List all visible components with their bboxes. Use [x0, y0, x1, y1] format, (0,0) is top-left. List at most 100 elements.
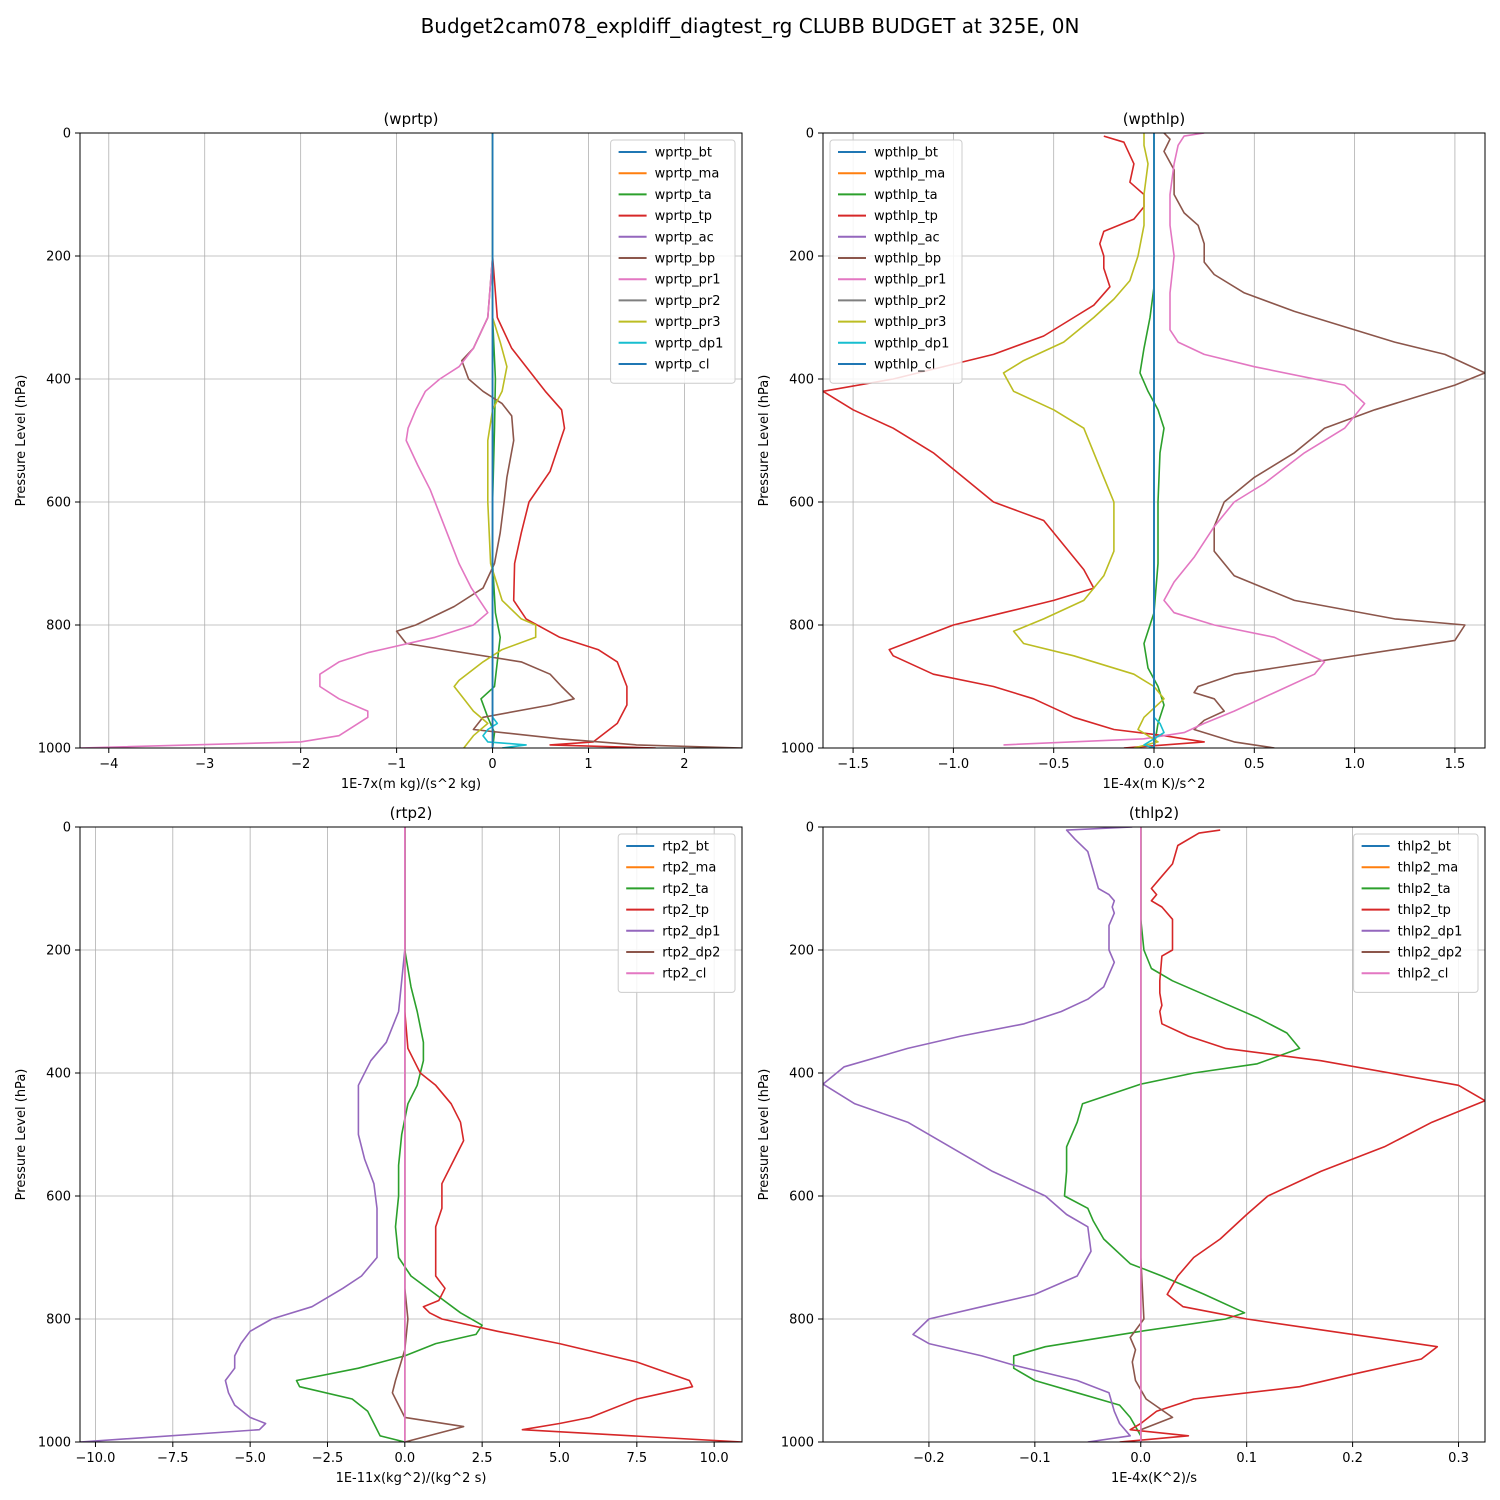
x-tick-label: 0.0	[1130, 1451, 1151, 1466]
y-tick-label: 400	[46, 373, 71, 388]
series-group	[823, 827, 1485, 1442]
legend-label: wpthlp_pr2	[874, 294, 946, 309]
series-line-rtp2_tp	[403, 827, 742, 1442]
y-tick-label: 600	[46, 496, 71, 511]
legend-label: thlp2_ta	[1398, 882, 1451, 897]
plot-frame	[79, 826, 743, 1443]
legend-label: wprtp_ta	[655, 188, 712, 203]
x-tick-label: 0.3	[1448, 1451, 1469, 1466]
x-tick-label: −7.5	[157, 1451, 189, 1466]
plot-frame	[822, 826, 1486, 1443]
x-tick-label: −1.5	[837, 757, 869, 772]
x-tick-label: 7.5	[626, 1451, 647, 1466]
legend-label: rtp2_ma	[662, 861, 716, 876]
legend-label: thlp2_bt	[1398, 840, 1451, 855]
y-tick-label: 600	[789, 1190, 814, 1205]
series-group	[80, 133, 742, 748]
series-group	[80, 827, 742, 1442]
x-tick-label: −2.5	[312, 1451, 344, 1466]
y-tick-label: 1000	[38, 1436, 71, 1451]
subplot-title: (wpthlp)	[1123, 110, 1186, 128]
x-tick-label: 1.0	[1344, 757, 1365, 772]
series-line-rtp2_dp2	[391, 827, 465, 1442]
series-group	[823, 133, 1485, 748]
subplot-2: −10.0 −7.5 −5.0 −2.5 0.0 2.5 5.0 7.5 10.0 0 200 400…	[14, 804, 743, 1486]
series-line-wprtp_pr1	[80, 133, 494, 748]
legend: wpthlp_bt wpthlp_ma wpthlp_ta wpthlp_tpwpth…	[829, 139, 963, 384]
x-tick-label: 0	[488, 757, 496, 772]
y-axis-label: Pressure Level (hPa)	[14, 1069, 29, 1201]
series-line-rtp2_ta	[295, 827, 483, 1442]
legend: rtp2_bt rtp2_ma rtp2_ta rtp2_tp rtp2_dp1 rtp2…	[617, 833, 736, 993]
y-tick-label: 200	[789, 250, 814, 265]
legend-label: wpthlp_ma	[874, 167, 945, 182]
y-tick-label: 0	[63, 127, 71, 142]
legend-label: rtp2_bt	[662, 840, 709, 855]
x-axis-label: 1E-7x(m kg)/(s^2 kg)	[341, 777, 481, 792]
x-tick-label: 0.2	[1342, 1451, 1363, 1466]
legend: wprtp_bt wprtp_ma wprtp_ta wprtp_tp wprtp_ac…	[610, 139, 736, 384]
y-tick-label: 600	[46, 1190, 71, 1205]
y-tick-label: 200	[46, 944, 71, 959]
x-tick-label: −5.0	[234, 1451, 266, 1466]
series-line-wpthlp_tp	[823, 135, 1205, 748]
x-tick-label: 1	[584, 757, 592, 772]
legend-label: thlp2_tp	[1398, 903, 1451, 918]
x-tick-label: 0.0	[1144, 757, 1165, 772]
subplot-title: (wprtp)	[383, 110, 438, 128]
figure-title: Budget2cam078_expldiff_diagtest_rg CLUBB…	[420, 14, 1080, 38]
y-tick-label: 400	[789, 373, 814, 388]
legend-label: thlp2_ma	[1398, 861, 1459, 876]
legend-label: wpthlp_ac	[874, 230, 940, 245]
legend-label: wprtp_tp	[655, 209, 712, 224]
legend-label: wpthlp_pr1	[874, 273, 946, 288]
y-tick-label: 400	[789, 1067, 814, 1082]
series-line-rtp2_dp1	[80, 827, 406, 1442]
legend-label: wpthlp_bt	[874, 146, 938, 161]
series-line-thlp2_tp	[1119, 829, 1485, 1442]
legend-label: wprtp_ac	[655, 230, 714, 245]
series-line-thlp2_dp2	[1129, 827, 1174, 1442]
x-tick-label: −0.5	[1038, 757, 1070, 772]
legend-label: rtp2_dp2	[662, 946, 720, 961]
legend-label: wpthlp_pr3	[874, 315, 946, 330]
x-tick-label: 0.5	[1244, 757, 1265, 772]
series-line-wprtp_bp	[395, 133, 742, 748]
series-line-wpthlp_ta	[1139, 133, 1165, 748]
legend: thlp2_bt thlp2_ma thlp2_ta thlp2_tp thlp2_dp…	[1353, 833, 1479, 993]
legend-label: thlp2_dp2	[1398, 946, 1463, 961]
y-tick-label: 800	[789, 619, 814, 634]
legend-label: wpthlp_ta	[874, 188, 938, 203]
series-line-thlp2_ta	[1012, 827, 1301, 1442]
y-tick-label: 1000	[38, 742, 71, 757]
legend-label: wprtp_bp	[655, 252, 716, 267]
y-axis-label: Pressure Level (hPa)	[14, 375, 29, 507]
legend-label: rtp2_tp	[662, 903, 709, 918]
x-tick-label: 0.0	[394, 1451, 415, 1466]
legend-label: wpthlp_cl	[874, 358, 935, 373]
x-tick-label: 2.5	[472, 1451, 493, 1466]
x-tick-label: −1.0	[938, 757, 970, 772]
y-tick-label: 200	[789, 944, 814, 959]
x-tick-label: −4	[99, 757, 118, 772]
series-line-wpthlp_pr1	[1003, 133, 1366, 746]
x-tick-label: −3	[195, 757, 214, 772]
series-line-wpthlp_pr3	[1002, 133, 1165, 748]
series-line-thlp2_dp1	[823, 827, 1133, 1442]
legend-label: wprtp_bt	[655, 146, 712, 161]
x-tick-label: −1	[387, 757, 406, 772]
y-axis-label: Pressure Level (hPa)	[757, 1069, 772, 1201]
y-tick-label: 0	[806, 821, 814, 836]
y-axis-label: Pressure Level (hPa)	[757, 375, 772, 507]
x-tick-label: 5.0	[549, 1451, 570, 1466]
legend-label: wpthlp_dp1	[874, 336, 949, 351]
x-tick-label: 10.0	[700, 1451, 729, 1466]
legend-label: thlp2_dp1	[1398, 924, 1463, 939]
plot-frame	[79, 132, 743, 749]
legend-label: wprtp_cl	[655, 358, 710, 373]
subplot-title: (thlp2)	[1129, 804, 1179, 822]
legend-label: wprtp_dp1	[655, 336, 724, 351]
y-tick-label: 800	[46, 619, 71, 634]
x-tick-label: 2	[680, 757, 688, 772]
